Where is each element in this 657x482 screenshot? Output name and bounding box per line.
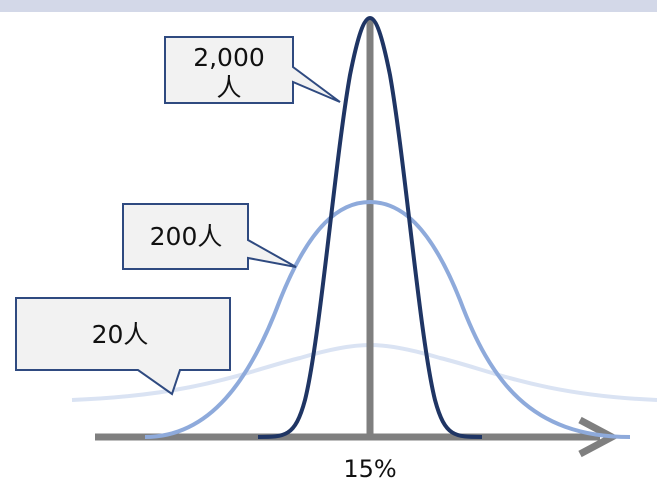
callout-200-box	[122, 203, 297, 270]
center-axis-label: 15%	[343, 455, 396, 482]
curve-2000	[257, 15, 483, 439]
callout-2000-line2: 人	[216, 73, 241, 102]
curve-200	[144, 199, 631, 439]
callout-20-box	[15, 297, 231, 396]
top-band	[0, 0, 657, 12]
callout-200-label: 200人	[150, 222, 223, 251]
callout-2000-line1: 2,000	[193, 43, 265, 72]
callout-2000-box	[164, 36, 341, 104]
callout-20-label: 20人	[92, 320, 149, 349]
